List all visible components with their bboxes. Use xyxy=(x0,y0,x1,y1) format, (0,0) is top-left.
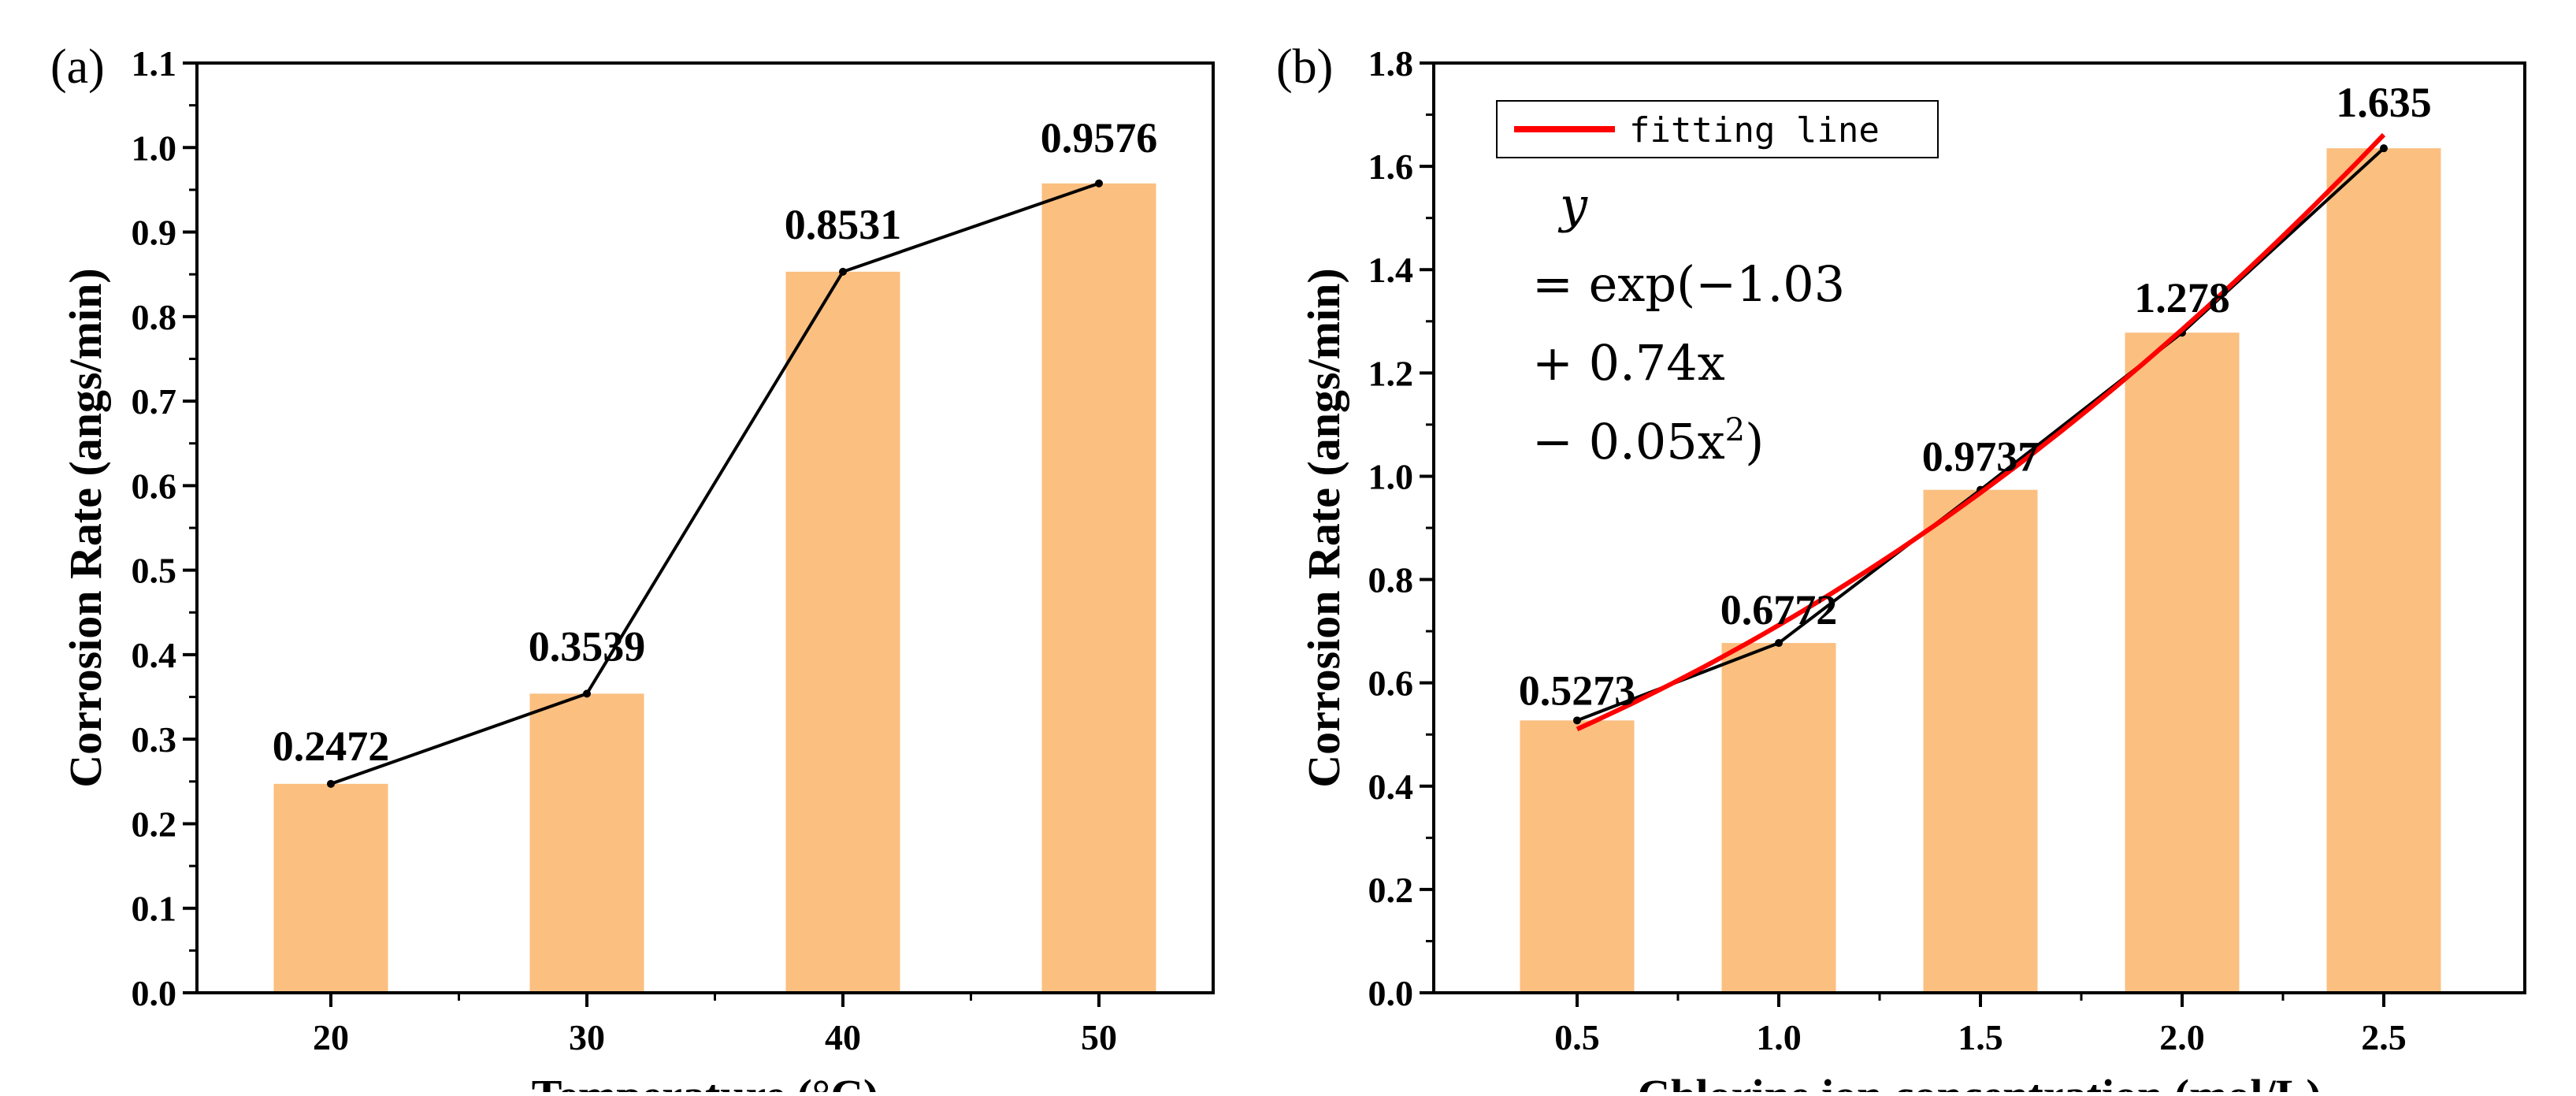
y-tick-label: 1.2 xyxy=(1368,353,1414,393)
y-tick-label: 0.8 xyxy=(132,297,177,337)
y-axis-title: Corrosion Rate (angs/min) xyxy=(60,268,111,787)
bar-group xyxy=(1520,148,2441,994)
data-label-20: 0.2472 xyxy=(273,723,390,770)
bar-30 xyxy=(529,693,644,993)
fitting-line xyxy=(1576,132,2386,732)
y-axis-title: Corrosion Rate (angs/min) xyxy=(1298,268,1349,787)
bar-1.0 xyxy=(1721,643,1836,993)
bar-50 xyxy=(1041,183,1156,994)
x-tick-label: 1.0 xyxy=(1756,1017,1802,1057)
data-point-20 xyxy=(327,779,335,788)
x-tick-label: 1.5 xyxy=(1958,1017,2003,1057)
y-tick-label: 0.3 xyxy=(132,719,177,760)
data-point-40 xyxy=(839,267,847,276)
bar-1.5 xyxy=(1923,489,2038,993)
data-point-2.5 xyxy=(2380,144,2388,153)
y-tick-label: 0.2 xyxy=(1368,870,1414,910)
connector-line xyxy=(330,181,1100,786)
y-tick-label: 0.7 xyxy=(132,381,177,422)
y-tick-label: 0.0 xyxy=(132,973,177,1013)
formula-term: − 0.05x xyxy=(1532,413,1725,470)
panel-a-label: (a) xyxy=(50,40,105,94)
data-label-1.5: 0.9737 xyxy=(1922,433,2040,481)
data-point-0.5 xyxy=(1573,716,1581,725)
x-tick-label: 2.5 xyxy=(2361,1017,2407,1057)
data-point-1.0 xyxy=(1775,639,1783,648)
x-tick-label: 50 xyxy=(1081,1017,1117,1057)
y-ticks: 0.0 0.2 0.4 0.6 0.8 1.0 1.2 1.4 1.6 1.8 xyxy=(1368,43,1434,1013)
data-label-1.0: 0.6772 xyxy=(1720,586,1838,633)
formula-line-3: + 0.74x xyxy=(1532,334,1725,392)
y-tick-label: 0.8 xyxy=(1368,560,1414,600)
y-tick-label: 0.1 xyxy=(132,889,177,929)
formula-exponent: 2 xyxy=(1725,412,1745,448)
formula-line-2: = exp(−1.03 xyxy=(1532,255,1845,313)
panel-b-label: (b) xyxy=(1276,40,1333,94)
legend-entry-fitting-line: fitting line xyxy=(1629,110,1880,150)
bar-0.5 xyxy=(1520,720,1635,993)
y-ticks: 0.0 0.1 0.2 0.3 0.4 0.5 0.6 0.7 0.8 0.9 1.0 1.1 xyxy=(132,43,197,1013)
y-tick-label: 1.8 xyxy=(1368,43,1414,84)
y-tick-label: 0.5 xyxy=(132,551,177,591)
chart-panel-a: 0.2472 0.3539 0.8531 0.9576 0.0 0.1 0.2 0.3 0.4… xyxy=(60,43,1215,1096)
bar-40 xyxy=(785,271,900,994)
x-ticks: 20 30 40 50 xyxy=(313,993,1117,1057)
data-point-50 xyxy=(1095,179,1103,188)
bar-group xyxy=(273,183,1156,994)
data-label-40: 0.8531 xyxy=(785,201,902,248)
y-tick-label: 1.6 xyxy=(1368,147,1414,187)
y-tick-label: 0.6 xyxy=(1368,663,1414,704)
y-tick-label: 0.4 xyxy=(132,635,177,675)
bar-2.0 xyxy=(2125,333,2240,993)
y-tick-label: 0.6 xyxy=(132,466,177,506)
data-label-2.0: 1.278 xyxy=(2134,274,2230,321)
x-tick-label: 30 xyxy=(569,1017,605,1057)
connector-line-group xyxy=(327,179,1103,788)
y-tick-label: 0.4 xyxy=(1368,767,1414,807)
formula-close-paren: ) xyxy=(1745,413,1764,470)
data-point-30 xyxy=(583,689,591,698)
y-tick-label: 0.2 xyxy=(132,804,177,844)
x-tick-label: 0.5 xyxy=(1554,1017,1600,1057)
fitting-line-group xyxy=(1576,132,2386,732)
formula-annotation: y = exp(−1.03 + 0.74x − 0.05x2) xyxy=(1532,176,1845,470)
y-tick-label: 0.9 xyxy=(132,213,177,253)
x-tick-label: 40 xyxy=(825,1017,861,1057)
bar-2.5 xyxy=(2326,148,2441,994)
bar-20 xyxy=(273,783,388,993)
y-tick-label: 0.0 xyxy=(1368,973,1414,1013)
x-ticks: 0.5 1.0 1.5 2.0 2.5 xyxy=(1554,993,2407,1057)
data-label-2.5: 1.635 xyxy=(2336,79,2432,126)
data-label-group: 0.5273 0.6772 0.9737 1.278 1.635 xyxy=(1519,79,2432,714)
y-tick-label: 1.4 xyxy=(1368,250,1414,290)
data-label-50: 0.9576 xyxy=(1041,114,1158,162)
x-axis-title: Temperature (°C) xyxy=(532,1070,878,1092)
formula-line-4: − 0.05x2) xyxy=(1532,412,1764,470)
y-tick-label: 1.0 xyxy=(132,128,177,168)
y-tick-label: 1.1 xyxy=(132,43,177,84)
data-label-group: 0.2472 0.3539 0.8531 0.9576 xyxy=(273,114,1158,770)
data-label-30: 0.3539 xyxy=(529,622,646,670)
legend: fitting line xyxy=(1496,100,1939,158)
formula-line-1: y xyxy=(1557,176,1588,234)
y-tick-label: 1.0 xyxy=(1368,456,1414,496)
x-tick-label: 2.0 xyxy=(2159,1017,2205,1057)
x-axis-title: Chlorine ion concentration (mol/L) xyxy=(1637,1070,2321,1092)
x-tick-label: 20 xyxy=(313,1017,349,1057)
data-label-0.5: 0.5273 xyxy=(1519,667,1636,714)
